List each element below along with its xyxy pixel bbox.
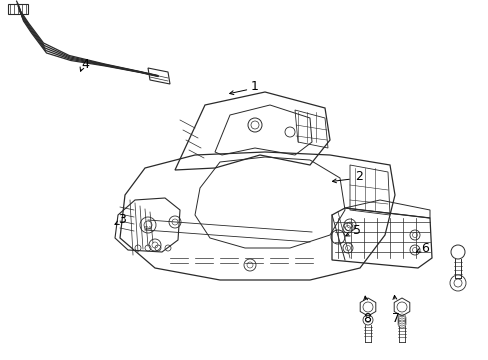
- Text: 1: 1: [250, 80, 258, 93]
- Text: 2: 2: [355, 170, 363, 183]
- Text: 4: 4: [81, 58, 89, 71]
- Text: 6: 6: [421, 242, 428, 255]
- Text: C/4: C/4: [143, 225, 152, 230]
- Text: 3: 3: [118, 213, 126, 226]
- Text: 5: 5: [352, 224, 360, 237]
- Text: 8: 8: [362, 312, 370, 325]
- Text: 7: 7: [391, 312, 399, 325]
